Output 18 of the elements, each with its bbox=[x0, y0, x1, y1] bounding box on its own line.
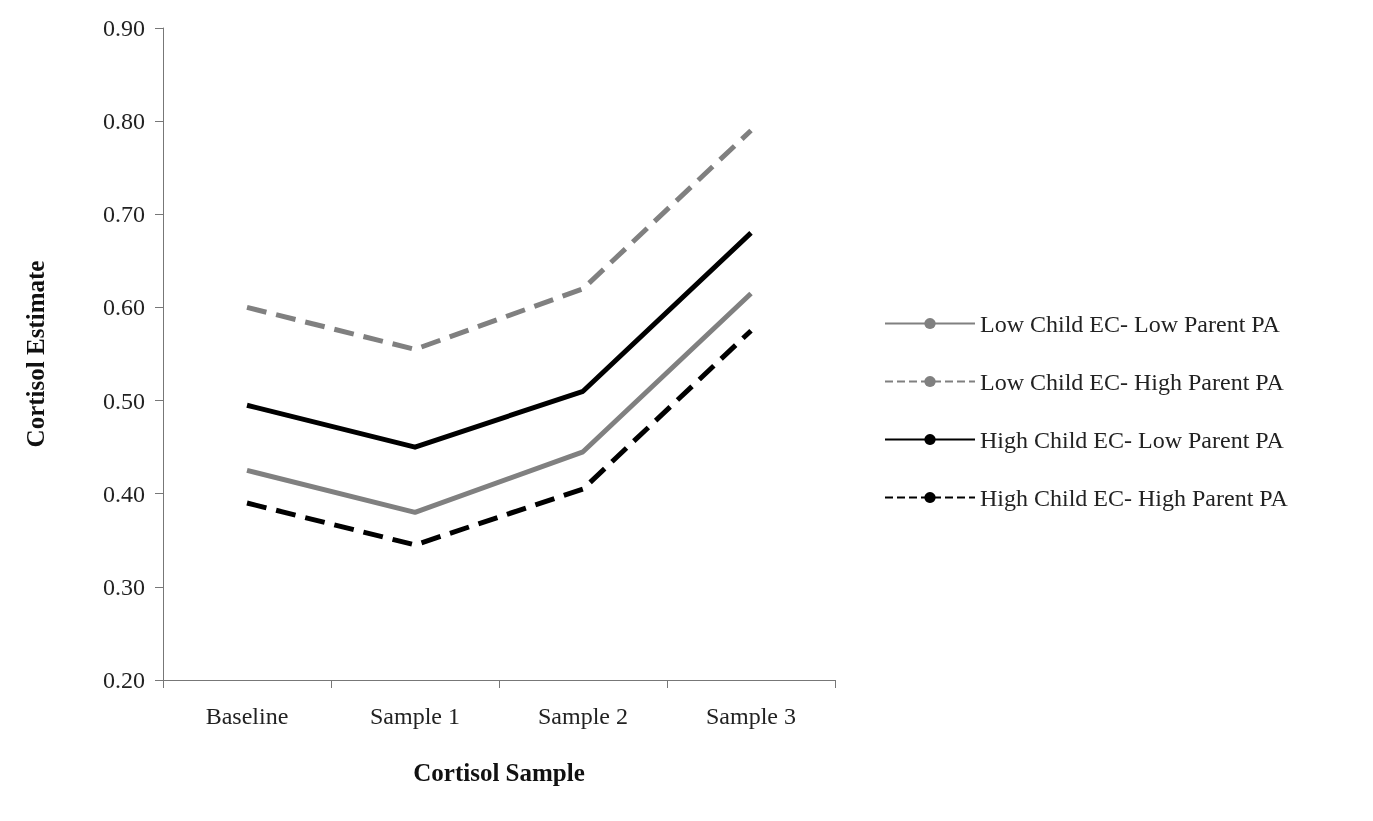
legend-label: High Child EC- High Parent PA bbox=[980, 484, 1289, 511]
y-tick-label: 0.60 bbox=[103, 294, 145, 321]
x-tick-label: Baseline bbox=[205, 703, 289, 729]
x-tick-label: Sample 2 bbox=[538, 703, 628, 729]
y-axis-title: Cortisol Estimate bbox=[22, 260, 49, 448]
x-tick-label: Sample 3 bbox=[706, 703, 796, 729]
y-tick-label: 0.90 bbox=[103, 15, 145, 41]
y-tick-label: 0.70 bbox=[103, 201, 145, 228]
legend-label: High Child EC- Low Parent PA bbox=[980, 426, 1285, 453]
y-tick-label: 0.50 bbox=[103, 387, 145, 414]
legend-label: Low Child EC- High Parent PA bbox=[980, 368, 1285, 395]
x-tick-label: Sample 1 bbox=[370, 703, 460, 729]
y-tick-label: 0.80 bbox=[103, 108, 145, 135]
y-tick-label: 0.30 bbox=[103, 573, 145, 600]
x-axis-title: Cortisol Sample bbox=[413, 759, 585, 786]
y-tick-label: 0.40 bbox=[103, 480, 145, 507]
y-tick-label: 0.20 bbox=[103, 667, 145, 693]
legend-label: Low Child EC- Low Parent PA bbox=[980, 310, 1281, 337]
